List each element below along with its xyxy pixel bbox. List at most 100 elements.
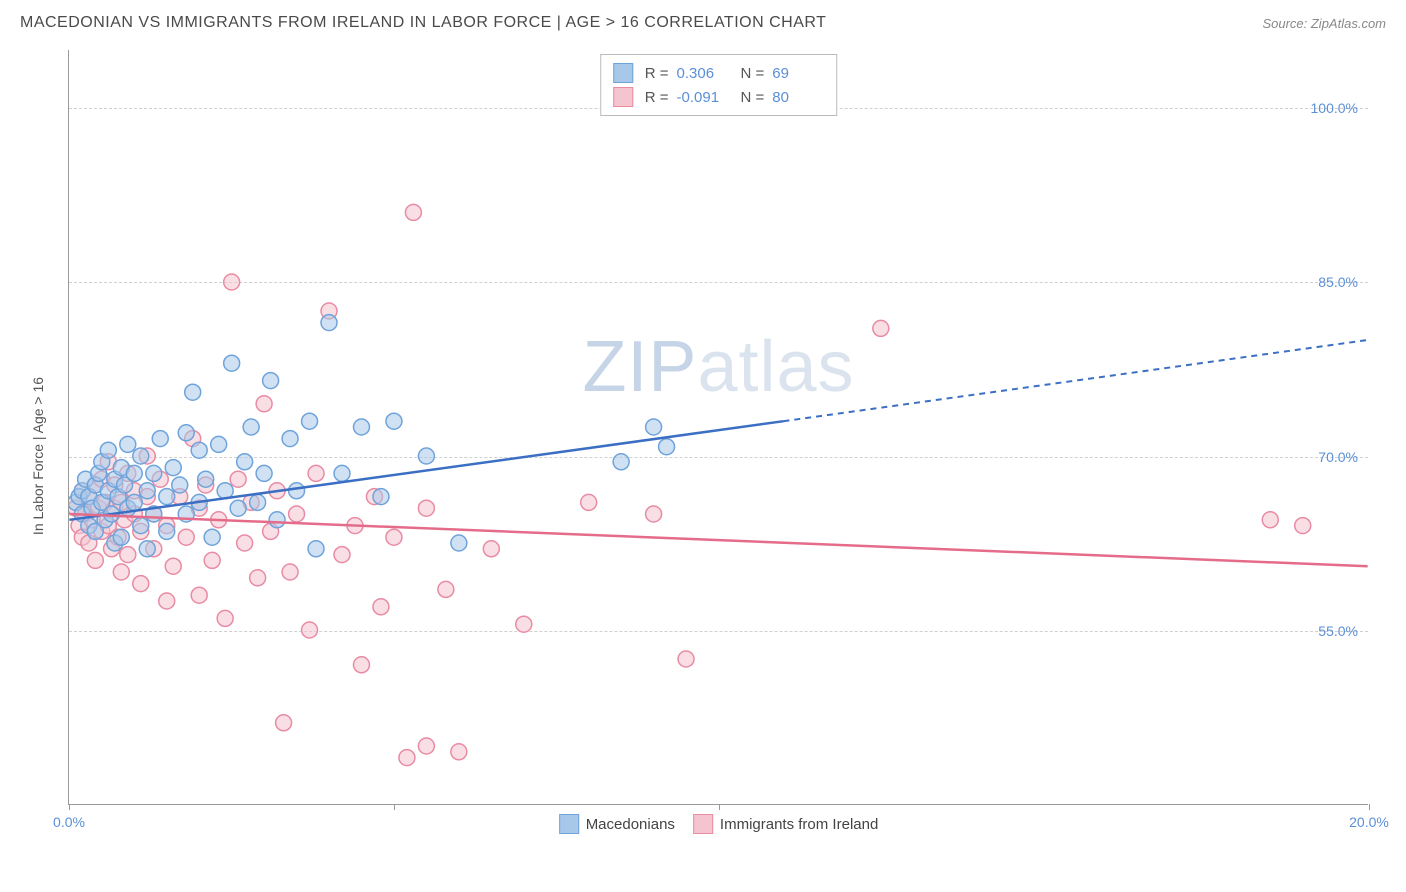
data-point: [237, 535, 253, 551]
y-axis-label: In Labor Force | Age > 16: [30, 376, 46, 534]
data-point: [133, 576, 149, 592]
scatter-svg: [69, 50, 1368, 804]
swatch-macedonians: [613, 63, 633, 83]
data-point: [198, 471, 214, 487]
data-point: [646, 419, 662, 435]
data-point: [302, 622, 318, 638]
data-point: [373, 599, 389, 615]
data-point: [581, 494, 597, 510]
data-point: [289, 483, 305, 499]
data-point: [418, 500, 434, 516]
swatch-ireland-bottom: [693, 814, 713, 834]
data-point: [100, 442, 116, 458]
data-point: [418, 448, 434, 464]
data-point: [152, 431, 168, 447]
trend-line: [69, 514, 1367, 566]
data-point: [308, 465, 324, 481]
r-label: R =: [645, 65, 669, 82]
legend-label-ireland: Immigrants from Ireland: [720, 816, 878, 833]
r-label: R =: [645, 89, 669, 106]
data-point: [250, 494, 266, 510]
x-tick: [69, 804, 70, 810]
data-point: [678, 651, 694, 667]
data-point: [613, 454, 629, 470]
data-point: [159, 523, 175, 539]
data-point: [399, 750, 415, 766]
data-point: [250, 570, 266, 586]
data-point: [516, 616, 532, 632]
data-point: [873, 320, 889, 336]
data-point: [165, 558, 181, 574]
data-point: [191, 587, 207, 603]
x-tick: [719, 804, 720, 810]
data-point: [191, 442, 207, 458]
data-point: [159, 593, 175, 609]
data-point: [113, 529, 129, 545]
data-point: [139, 483, 155, 499]
n-label: N =: [741, 65, 765, 82]
data-point: [659, 439, 675, 455]
legend-row-ireland: R = -0.091 N = 80: [613, 85, 825, 109]
n-value-ireland: 80: [772, 89, 824, 106]
data-point: [438, 581, 454, 597]
data-point: [353, 657, 369, 673]
n-value-macedonians: 69: [772, 65, 824, 82]
correlation-legend: R = 0.306 N = 69 R = -0.091 N = 80: [600, 54, 838, 116]
data-point: [308, 541, 324, 557]
data-point: [334, 465, 350, 481]
plot-area: ZIPatlas R = 0.306 N = 69 R = -0.091 N =…: [68, 50, 1368, 805]
data-point: [373, 489, 389, 505]
data-point: [237, 454, 253, 470]
data-point: [211, 436, 227, 452]
data-point: [217, 610, 233, 626]
legend-item-macedonians: Macedonians: [559, 814, 675, 834]
data-point: [204, 552, 220, 568]
data-point: [483, 541, 499, 557]
data-point: [224, 355, 240, 371]
data-point: [224, 274, 240, 290]
data-point: [165, 460, 181, 476]
data-point: [646, 506, 662, 522]
data-point: [146, 465, 162, 481]
data-point: [139, 541, 155, 557]
data-point: [269, 512, 285, 528]
data-point: [405, 204, 421, 220]
data-point: [113, 564, 129, 580]
data-point: [120, 436, 136, 452]
data-point: [172, 477, 188, 493]
data-point: [1295, 518, 1311, 534]
data-point: [289, 506, 305, 522]
swatch-macedonians-bottom: [559, 814, 579, 834]
data-point: [276, 715, 292, 731]
data-point: [87, 552, 103, 568]
data-point: [243, 419, 259, 435]
data-point: [282, 564, 298, 580]
r-value-macedonians: 0.306: [677, 65, 729, 82]
legend-item-ireland: Immigrants from Ireland: [693, 814, 878, 834]
trend-line-extrapolated: [783, 340, 1367, 421]
data-point: [386, 529, 402, 545]
series-legend: Macedonians Immigrants from Ireland: [559, 814, 879, 834]
data-point: [159, 489, 175, 505]
chart-container: In Labor Force | Age > 16 ZIPatlas R = 0…: [50, 50, 1390, 845]
swatch-ireland: [613, 87, 633, 107]
x-tick-label: 0.0%: [53, 814, 85, 830]
data-point: [451, 535, 467, 551]
data-point: [263, 373, 279, 389]
data-point: [120, 547, 136, 563]
data-point: [178, 529, 194, 545]
data-point: [126, 465, 142, 481]
x-tick: [1369, 804, 1370, 810]
data-point: [230, 500, 246, 516]
data-point: [126, 494, 142, 510]
x-tick: [394, 804, 395, 810]
data-point: [418, 738, 434, 754]
data-point: [256, 396, 272, 412]
legend-label-macedonians: Macedonians: [586, 816, 675, 833]
data-point: [451, 744, 467, 760]
data-point: [302, 413, 318, 429]
data-point: [204, 529, 220, 545]
data-point: [256, 465, 272, 481]
data-point: [230, 471, 246, 487]
data-point: [353, 419, 369, 435]
